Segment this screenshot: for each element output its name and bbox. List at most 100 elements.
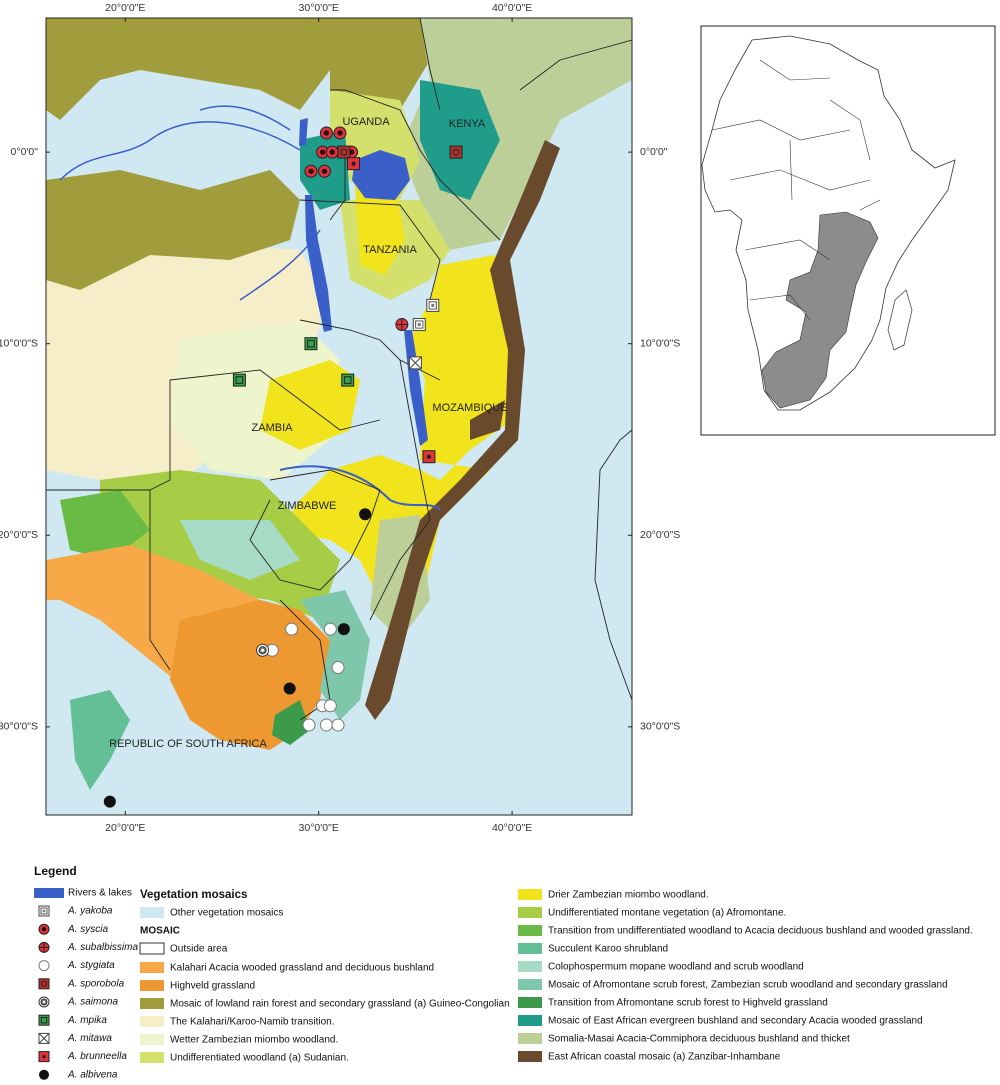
- symbol-part: [431, 303, 435, 307]
- occurrence-point: [449, 145, 463, 159]
- veg-succulent-karoo: [70, 690, 130, 790]
- occurrence-point: [426, 298, 440, 312]
- veg-afromontane-scrub: [300, 590, 370, 720]
- lon-label-bottom: 40°0'0"E: [492, 822, 532, 834]
- legend-swatch: [518, 1033, 542, 1044]
- occurrence-point: [325, 145, 339, 159]
- legend-label: A. syscia: [67, 924, 108, 935]
- lon-label-top: 20°0'0"E: [105, 2, 145, 14]
- madagascar: [594, 429, 632, 701]
- symbol-part: [302, 718, 316, 732]
- symbol-part: [304, 337, 318, 351]
- symbol-part: [38, 978, 50, 990]
- symbol-part: [38, 1014, 50, 1026]
- occurrence-point: [331, 718, 345, 732]
- legend-swatch: [518, 889, 542, 900]
- legend-symbol: [38, 996, 50, 1008]
- country-labels: UGANDA KENYA TANZANIA MOZAMBIQUE ZAMBIA ZIMBA…: [109, 116, 507, 750]
- occurrence-point: [422, 450, 436, 464]
- occurrence-point: [285, 622, 299, 636]
- country-label: REPUBLIC OF SOUTH AFRICA: [109, 738, 267, 750]
- legend-symbol: [38, 905, 50, 917]
- symbol-part: [308, 168, 314, 174]
- occurrence-point: [395, 318, 409, 332]
- symbol-part: [329, 149, 335, 155]
- occurrence-point: [283, 682, 296, 695]
- occurrence-point: [302, 718, 316, 732]
- symbol-part: [41, 980, 47, 987]
- inset-study-area: [761, 211, 879, 409]
- occurrence-point: [408, 356, 422, 370]
- legend-symbol: [38, 1014, 50, 1026]
- legend-label: Mosaic of Afromontane scrub forest, Zamb…: [548, 980, 948, 991]
- occurrence-point: [347, 157, 361, 171]
- legend-swatch: [518, 997, 542, 1008]
- legend-symbol: [38, 1032, 50, 1044]
- legend-label: A. saimona: [67, 997, 118, 1008]
- lon-label-top: 30°0'0"E: [299, 2, 339, 14]
- legend-swatch: [140, 907, 164, 918]
- legend-label: Outside area: [170, 944, 228, 955]
- veg-drier-miombo: [280, 255, 515, 610]
- occurrence-point: [323, 699, 337, 713]
- legend-label: A. albivena: [67, 1069, 118, 1080]
- symbol-part: [285, 622, 299, 636]
- occurrence-point: [323, 622, 337, 636]
- occurrence-point: [232, 373, 246, 387]
- symbol-part: [351, 161, 356, 166]
- lon-label-top: 40°0'0"E: [492, 2, 532, 14]
- inset-map: [700, 25, 996, 436]
- legend-label: Colophospermum mopane woodland and scrub…: [548, 962, 804, 973]
- symbol-part: [343, 376, 352, 384]
- lake-victoria: [352, 150, 410, 200]
- legend-label: Transition from Afromontane scrub forest…: [548, 998, 828, 1009]
- symbol-part: [103, 795, 116, 808]
- country-label: UGANDA: [342, 116, 390, 128]
- legend-swatch: [518, 1051, 542, 1062]
- legend-swatch: [140, 980, 164, 991]
- legend-swatch: [518, 1015, 542, 1026]
- legend-symbol: [38, 941, 50, 953]
- lat-label-left: 20°0'0"S: [0, 529, 38, 541]
- occurrence-point: [304, 164, 318, 178]
- veg-colophospermum: [180, 520, 300, 580]
- legend-swatch: [518, 925, 542, 936]
- symbol-part: [337, 623, 350, 636]
- veg-transition-acacia: [60, 490, 150, 560]
- occurrence-point: [319, 718, 333, 732]
- legend-label: Mosaic of lowland rain forest and second…: [170, 999, 510, 1010]
- lat-label-right: 10°0'0"S: [640, 337, 680, 349]
- legend-label: Undifferentiated woodland (a) Sudanian.: [170, 1053, 349, 1064]
- legend-label: A. yakoba: [67, 906, 113, 917]
- lat-label-left: 0°0'0": [11, 146, 39, 158]
- symbol-part: [426, 454, 432, 459]
- country-label: TANZANIA: [363, 244, 417, 256]
- symbol-part: [417, 323, 421, 327]
- symbol-part: [40, 1016, 48, 1024]
- river-congo: [59, 105, 321, 301]
- occurrence-point: [337, 145, 351, 159]
- legend-swatch: [140, 1052, 164, 1063]
- symbol-part: [261, 648, 265, 652]
- legend-symbol: [38, 1051, 50, 1063]
- lat-label-left: 10°0'0"S: [0, 337, 38, 349]
- legend-label: Undifferentiated montane vegetation (a) …: [548, 908, 786, 919]
- occurrence-point: [331, 660, 345, 674]
- lon-label-bottom: 20°0'0"E: [105, 822, 145, 834]
- legend-swatch: [139, 942, 165, 955]
- legend-title: Legend: [34, 864, 77, 878]
- legend-heading: Vegetation mosaics: [140, 889, 247, 901]
- veg-coastal: [470, 400, 505, 440]
- map-frame: [45, 17, 633, 816]
- legend-swatch: [518, 943, 542, 954]
- occurrence-point: [359, 508, 372, 521]
- legend-label: Mosaic of East African evergreen bushlan…: [548, 1016, 923, 1027]
- legend-label: Other vegetation mosaics: [170, 908, 283, 919]
- symbol-part: [38, 960, 50, 972]
- symbol-part: [340, 148, 348, 156]
- occurrence-point: [341, 373, 355, 387]
- symbol-part: [42, 1054, 46, 1059]
- legend-swatch: [140, 1034, 164, 1045]
- occurrence-point: [412, 318, 426, 332]
- country-label: MOZAMBIQUE: [432, 402, 507, 414]
